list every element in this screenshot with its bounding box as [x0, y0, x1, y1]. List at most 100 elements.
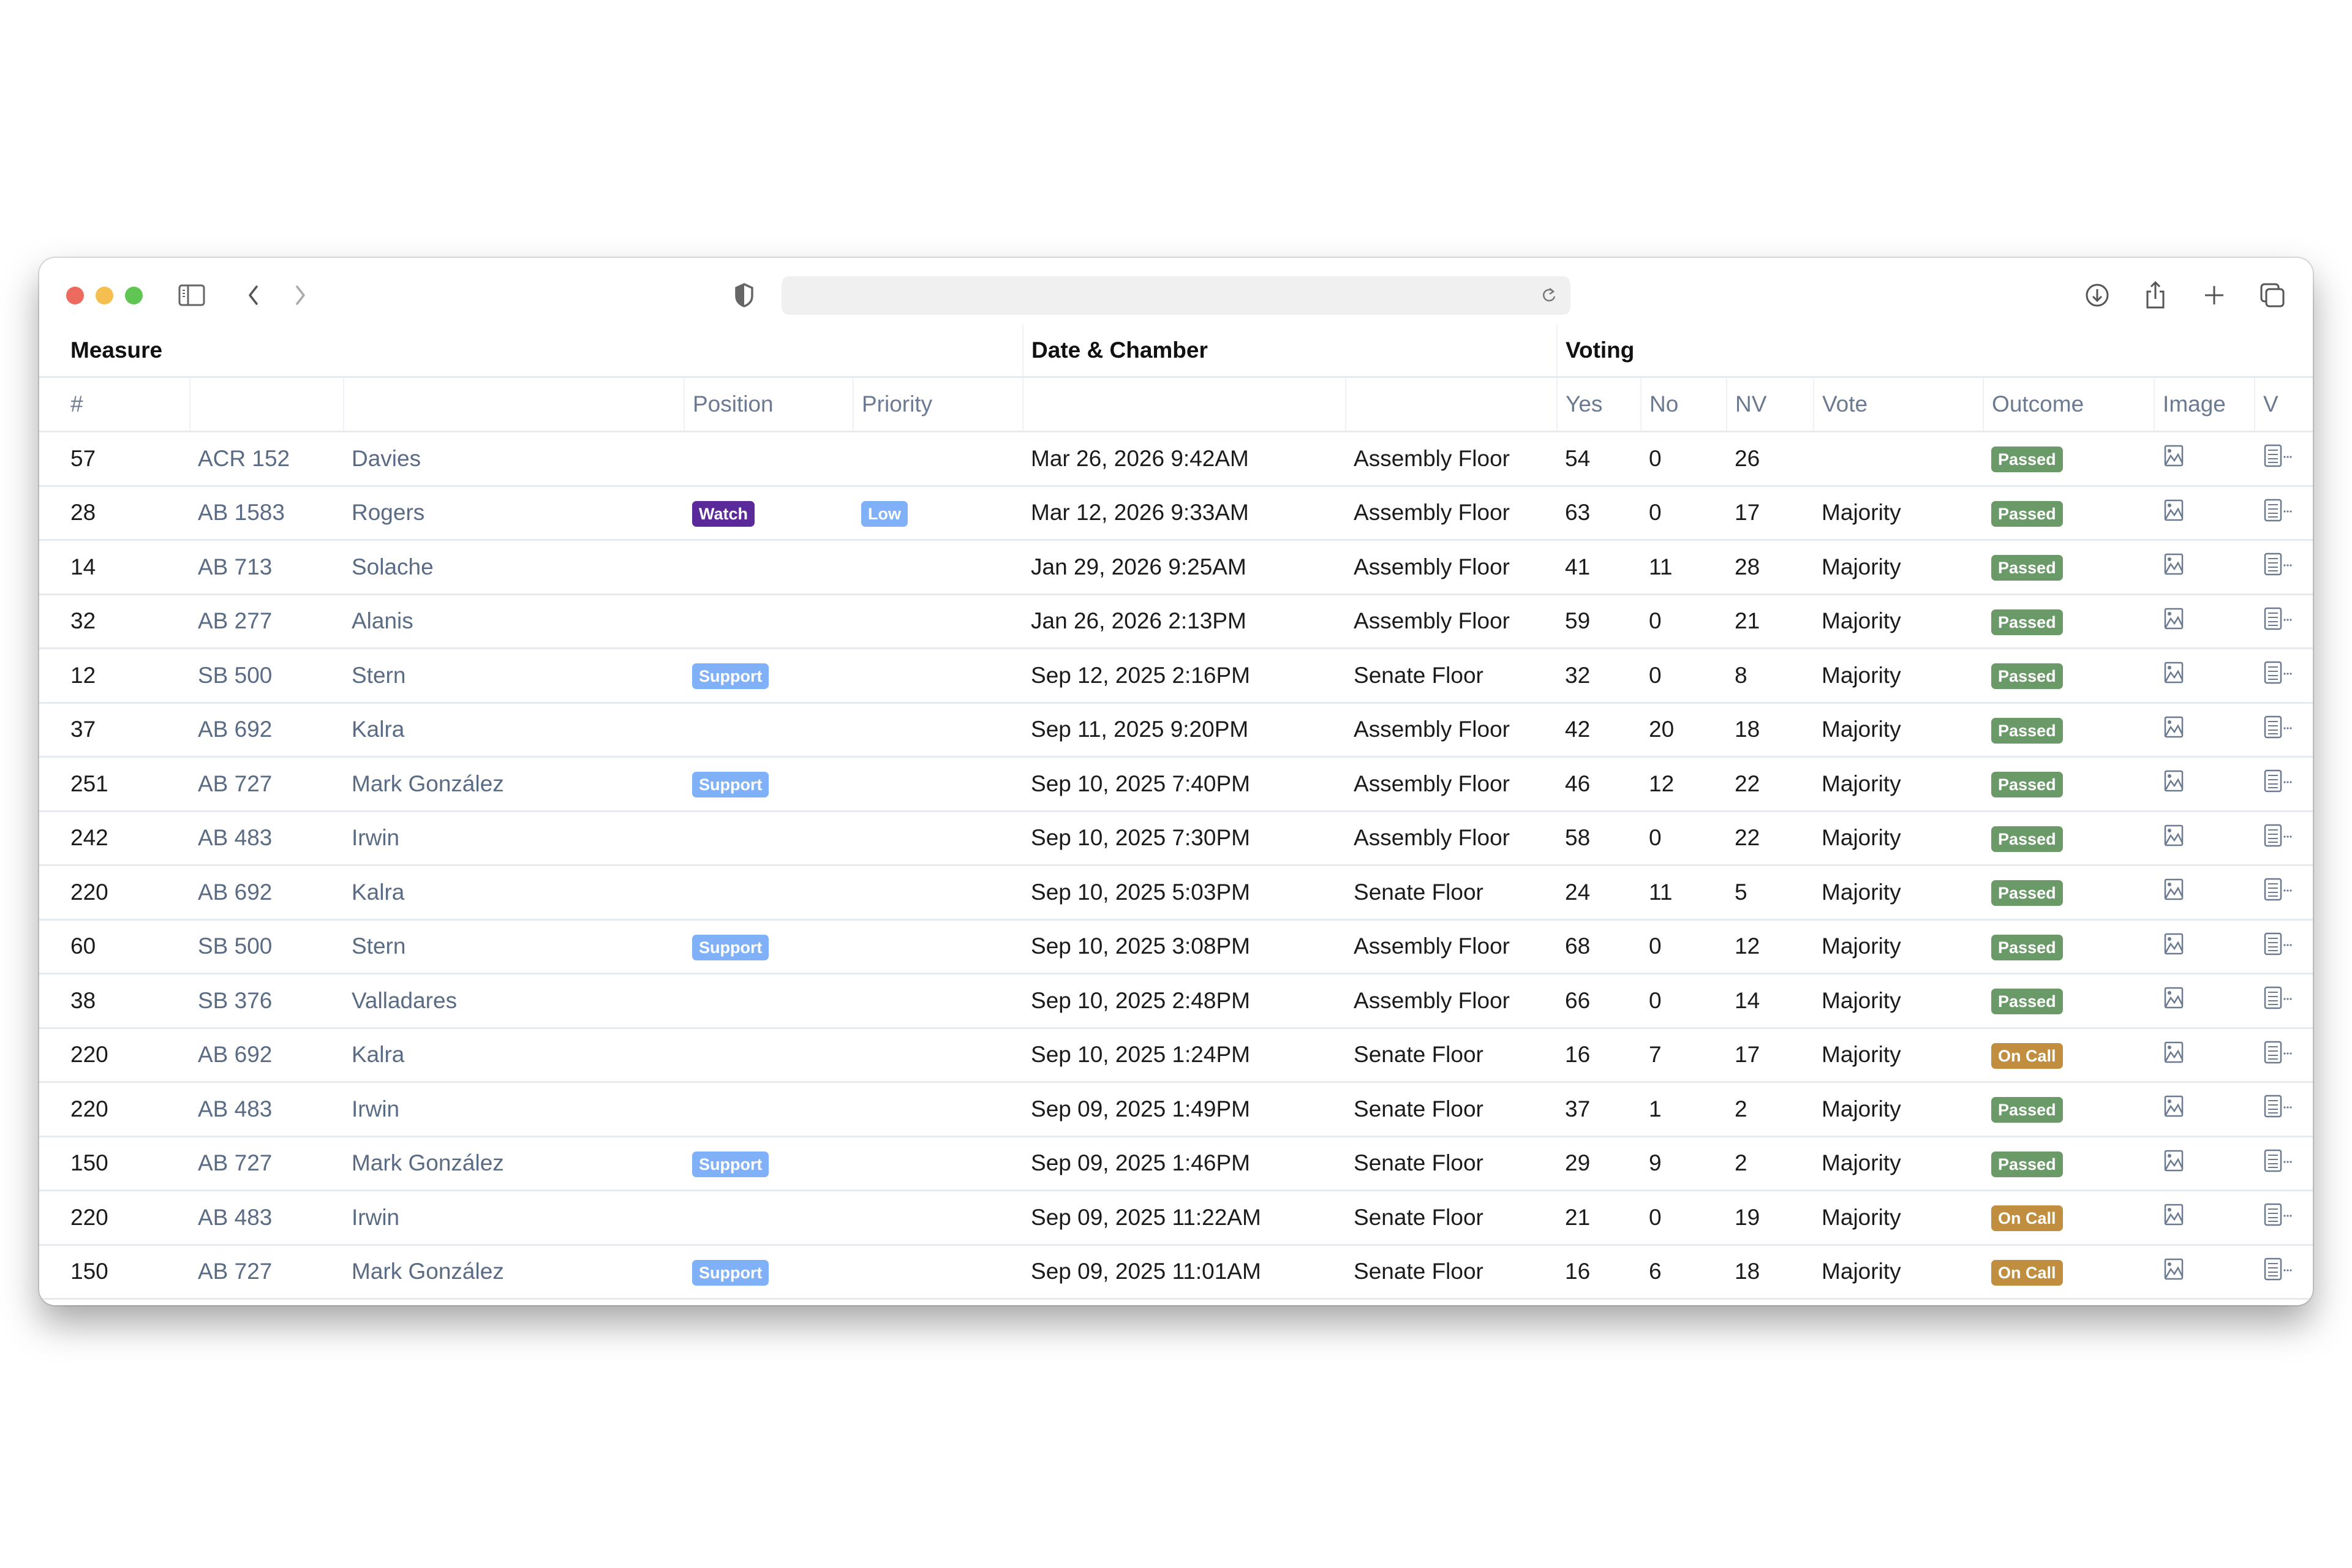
image-icon[interactable]	[2162, 823, 2187, 853]
bill-link[interactable]: AB 277	[190, 594, 344, 649]
author-link[interactable]: Kalra	[344, 703, 684, 758]
image-icon[interactable]	[2162, 552, 2187, 582]
vote-list-icon[interactable]	[2263, 823, 2297, 853]
col-header-no[interactable]: No	[1641, 377, 1728, 432]
vote-list-icon[interactable]	[2263, 1202, 2297, 1232]
bill-link[interactable]: AB 727	[190, 1245, 344, 1300]
address-bar[interactable]	[782, 276, 1570, 315]
vote-list-icon[interactable]	[2263, 769, 2297, 799]
zoom-window-button[interactable]	[125, 287, 143, 304]
close-window-button[interactable]	[66, 287, 84, 304]
author-link[interactable]: Mark González	[344, 1136, 684, 1191]
col-header-v[interactable]: V	[2255, 377, 2313, 432]
bill-link[interactable]: SB 500	[190, 648, 344, 704]
author-link[interactable]: Mark González	[344, 1245, 684, 1300]
table-row[interactable]: 57 ACR 152 Davies Mar 26, 2026 9:42AM Assemb…	[39, 431, 2313, 487]
bill-link[interactable]: SB 500	[190, 919, 344, 974]
table-row[interactable]: 12 SB 500 Stern Support Sep 12, 2025 2:16PM S…	[39, 648, 2313, 704]
vote-list-icon[interactable]	[2263, 660, 2297, 690]
image-icon[interactable]	[2162, 1040, 2187, 1070]
vote-list-icon[interactable]	[2263, 606, 2297, 636]
bill-link[interactable]: AB 483	[190, 1082, 344, 1137]
col-header-chamber[interactable]	[1346, 377, 1558, 432]
bill-link[interactable]: AB 713	[190, 540, 344, 595]
bill-link[interactable]: AB 692	[190, 703, 344, 758]
image-icon[interactable]	[2162, 932, 2187, 962]
share-icon[interactable]	[2140, 280, 2171, 311]
table-row[interactable]: 150 AB 727 Mark González Support Sep 09, 202…	[39, 1245, 2313, 1300]
col-header-priority[interactable]: Priority	[853, 377, 1024, 432]
image-icon[interactable]	[2162, 986, 2187, 1016]
vote-list-icon[interactable]	[2263, 1094, 2297, 1124]
shield-icon[interactable]	[729, 280, 760, 311]
table-row[interactable]: 220 AB 692 Kalra Sep 10, 2025 1:24PM Senate …	[39, 1028, 2313, 1083]
col-header-yes[interactable]: Yes	[1557, 377, 1642, 432]
download-icon[interactable]	[2082, 280, 2113, 311]
col-header-number[interactable]: #	[39, 377, 190, 432]
author-link[interactable]: Alanis	[344, 594, 684, 649]
vote-list-icon[interactable]	[2263, 932, 2297, 962]
image-icon[interactable]	[2162, 498, 2187, 528]
bill-link[interactable]: AB 727	[190, 756, 344, 812]
table-row[interactable]: 251 AB 727 Mark González Support Sep 10, 202…	[39, 756, 2313, 812]
author-link[interactable]: Davies	[344, 431, 684, 487]
bill-link[interactable]: ACR 152	[190, 431, 344, 487]
image-icon[interactable]	[2162, 1094, 2187, 1124]
reload-icon[interactable]	[1534, 280, 1564, 311]
image-icon[interactable]	[2162, 606, 2187, 636]
image-icon[interactable]	[2162, 660, 2187, 690]
author-link[interactable]: Mark González	[344, 756, 684, 812]
table-row[interactable]: 37 AB 692 Kalra Sep 11, 2025 9:20PM Assembly…	[39, 703, 2313, 758]
table-row[interactable]: 220 AB 692 Kalra Sep 10, 2025 5:03PM Senate …	[39, 865, 2313, 921]
image-icon[interactable]	[2162, 1202, 2187, 1232]
col-header-outcome[interactable]: Outcome	[1983, 377, 2155, 432]
image-icon[interactable]	[2162, 443, 2187, 473]
bill-link[interactable]: AB 692	[190, 865, 344, 921]
table-row[interactable]: 38 SB 376 Valladares Sep 10, 2025 2:48PM Ass…	[39, 973, 2313, 1029]
table-row[interactable]: 28 AB 1583 Rogers Watch Low Mar 12, 2026 9:33…	[39, 486, 2313, 541]
table-row[interactable]: 14 AB 713 Solache Jan 29, 2026 9:25AM Assemb…	[39, 540, 2313, 595]
bill-link[interactable]: AB 692	[190, 1028, 344, 1083]
author-link[interactable]: Irwin	[344, 811, 684, 866]
forward-icon[interactable]	[285, 280, 315, 311]
author-link[interactable]: Irwin	[344, 1082, 684, 1137]
table-row[interactable]: 220 AB 483 Irwin Sep 09, 2025 1:49PM Senate …	[39, 1082, 2313, 1137]
image-icon[interactable]	[2162, 1148, 2187, 1178]
vote-list-icon[interactable]	[2263, 986, 2297, 1016]
table-row[interactable]: 60 SB 500 Stern Support Sep 10, 2025 3:08PM A…	[39, 919, 2313, 974]
author-link[interactable]: Rogers	[344, 486, 684, 541]
author-link[interactable]: Irwin	[344, 1190, 684, 1246]
table-row[interactable]: 220 AB 483 Irwin Sep 09, 2025 11:22AM Senate…	[39, 1190, 2313, 1246]
author-link[interactable]: Solache	[344, 540, 684, 595]
minimize-window-button[interactable]	[96, 287, 113, 304]
author-link[interactable]: Valladares	[344, 973, 684, 1029]
table-row[interactable]: 242 AB 483 Irwin Sep 10, 2025 7:30PM Assembl…	[39, 811, 2313, 866]
table-row[interactable]: 32 AB 277 Alanis Jan 26, 2026 2:13PM Assembl…	[39, 594, 2313, 649]
bill-link[interactable]: AB 727	[190, 1136, 344, 1191]
col-header-position[interactable]: Position	[684, 377, 854, 432]
col-header-image[interactable]: Image	[2154, 377, 2256, 432]
bill-link[interactable]: AB 1583	[190, 486, 344, 541]
bill-link[interactable]: AB 483	[190, 811, 344, 866]
vote-list-icon[interactable]	[2263, 552, 2297, 582]
vote-list-icon[interactable]	[2263, 715, 2297, 745]
vote-list-icon[interactable]	[2263, 1148, 2297, 1178]
vote-list-icon[interactable]	[2263, 1257, 2297, 1287]
new-tab-icon[interactable]	[2199, 280, 2230, 311]
vote-list-icon[interactable]	[2263, 877, 2297, 907]
image-icon[interactable]	[2162, 877, 2187, 907]
back-icon[interactable]	[238, 280, 269, 311]
author-link[interactable]: Kalra	[344, 1028, 684, 1083]
image-icon[interactable]	[2162, 1257, 2187, 1287]
author-link[interactable]: Kalra	[344, 865, 684, 921]
table-row[interactable]: 150 AB 727 Mark González Support Sep 09, 202…	[39, 1136, 2313, 1191]
col-header-date[interactable]	[1023, 377, 1347, 432]
col-header-vote[interactable]: Vote	[1814, 377, 1985, 432]
vote-list-icon[interactable]	[2263, 498, 2297, 528]
vote-list-icon[interactable]	[2263, 1040, 2297, 1070]
image-icon[interactable]	[2162, 715, 2187, 745]
bill-link[interactable]: SB 376	[190, 973, 344, 1029]
tabs-overview-icon[interactable]	[2257, 280, 2288, 311]
bill-link[interactable]: AB 483	[190, 1190, 344, 1246]
sidebar-icon[interactable]	[176, 280, 207, 311]
